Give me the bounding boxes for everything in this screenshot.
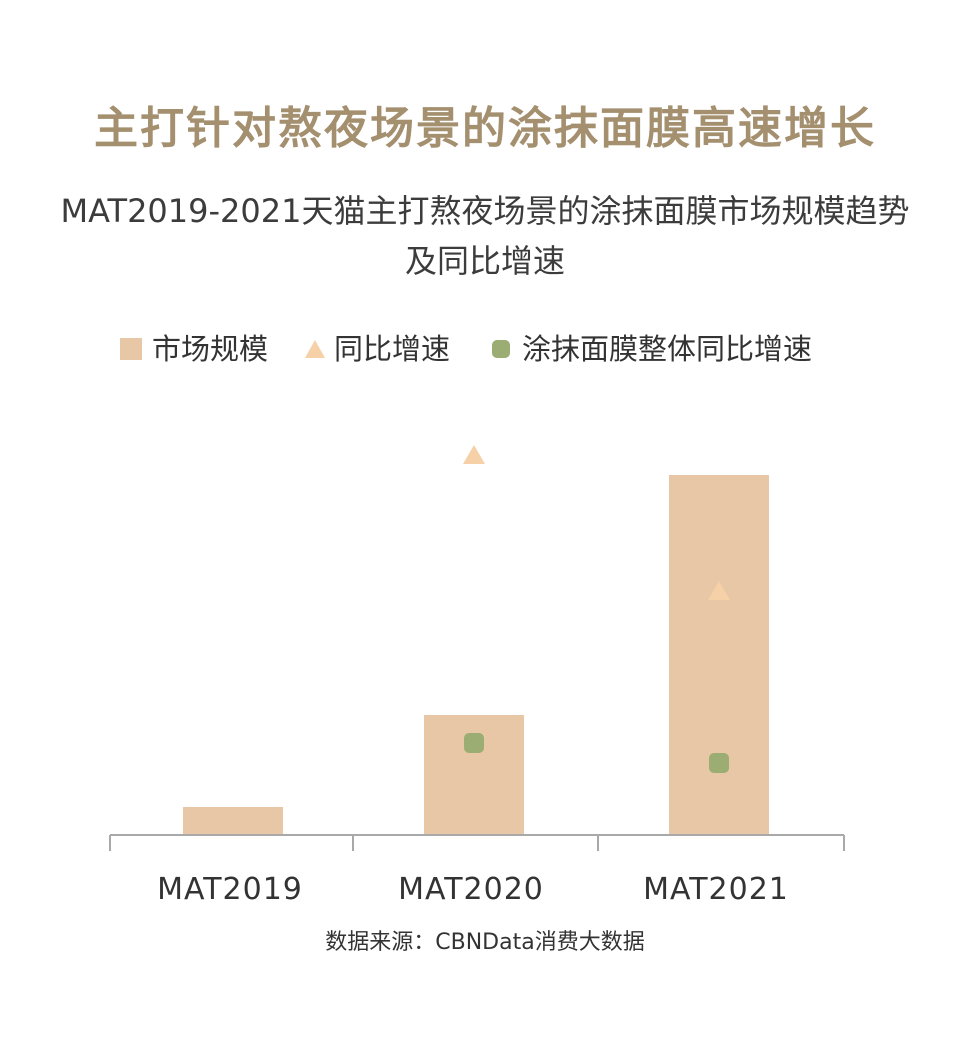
marker-overall-growth-mat2020 bbox=[464, 733, 484, 753]
legend-label-market-size: 市场规模 bbox=[152, 332, 269, 366]
data-source-note: 数据来源：CBNData消费大数据 bbox=[325, 930, 645, 955]
marker-overall-growth-mat2021 bbox=[709, 753, 729, 773]
chart-title-line-2: 及同比增速 bbox=[404, 242, 565, 280]
chart-title-line-1: MAT2019-2021天猫主打熬夜场景的涂抹面膜市场规模趋势 bbox=[60, 192, 910, 230]
marker-yoy-growth-mat2020 bbox=[463, 445, 485, 464]
bar-chart: MAT2019 MAT2020 MAT2021 bbox=[109, 445, 845, 907]
marker-yoy-growth-mat2021 bbox=[708, 581, 730, 600]
x-tick-label-mat2020: MAT2020 bbox=[398, 872, 544, 907]
legend-circle-marker bbox=[492, 340, 510, 358]
x-tick-label-mat2019: MAT2019 bbox=[157, 872, 303, 907]
legend-square-marker bbox=[120, 338, 142, 360]
legend-label-overall-growth: 涂抹面膜整体同比增速 bbox=[522, 332, 813, 366]
chart-legend: 市场规模 同比增速 涂抹面膜整体同比增速 bbox=[0, 327, 970, 371]
legend-triangle-marker bbox=[305, 340, 325, 358]
chart-title: MAT2019-2021天猫主打熬夜场景的涂抹面膜市场规模趋势 及同比增速 bbox=[20, 186, 950, 286]
bar-market-size-mat2021 bbox=[669, 475, 769, 835]
legend-label-yoy-growth: 同比增速 bbox=[334, 332, 451, 366]
x-tick-label-mat2021: MAT2021 bbox=[643, 872, 789, 907]
page-headline: 主打针对熬夜场景的涂抹面膜高速增长 bbox=[94, 103, 876, 154]
bar-market-size-mat2019 bbox=[183, 807, 283, 835]
